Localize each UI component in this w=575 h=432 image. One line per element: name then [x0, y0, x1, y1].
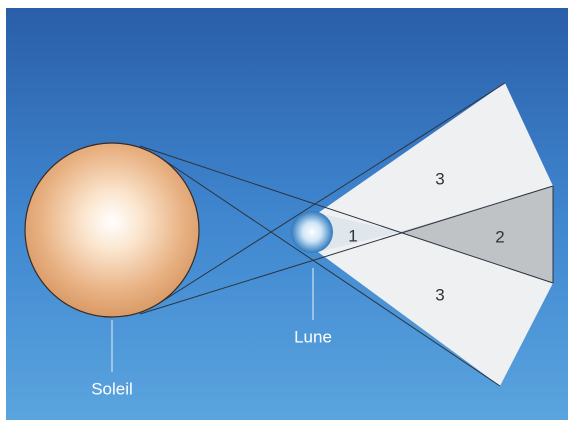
sun: [25, 143, 199, 317]
region-label: 3: [435, 285, 444, 304]
region-label: 3: [435, 169, 444, 188]
region-label: 1: [348, 226, 357, 245]
moon: [291, 211, 333, 253]
moon-label: Lune: [294, 327, 332, 346]
sun-label: Soleil: [91, 379, 133, 398]
region-label: 2: [495, 227, 504, 246]
eclipse-diagram: 3 1 2 3 Lune Soleil: [0, 0, 575, 432]
